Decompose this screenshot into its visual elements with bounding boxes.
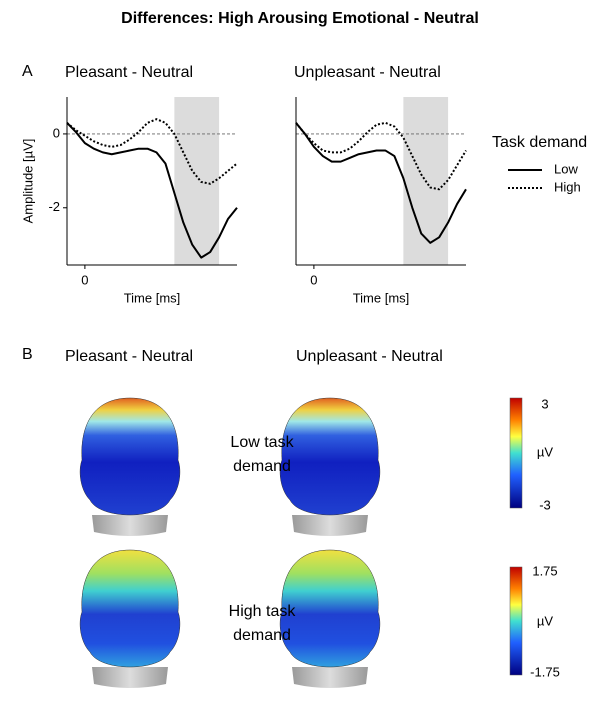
x-axis-label: Time [ms] (124, 290, 181, 305)
series-line (66, 122, 238, 259)
y-tick-label: 0 (53, 125, 60, 140)
x-axis-label: Time [ms] (353, 290, 410, 305)
series-line (295, 122, 467, 244)
series-line (295, 121, 467, 191)
x-tick-label: 0 (310, 272, 317, 287)
row-label: Low task (230, 434, 294, 451)
column-title: Pleasant - Neutral (65, 348, 193, 365)
highlight-window (174, 97, 220, 265)
legend-label: Low (554, 161, 578, 176)
figure-title: Differences: High Arousing Emotional - N… (121, 10, 479, 27)
panel-label: A (22, 63, 33, 80)
legend-label: High (554, 179, 581, 194)
chart-title: Pleasant - Neutral (65, 64, 193, 81)
colorbar-unit: µV (537, 613, 553, 628)
colorbar-unit: µV (537, 444, 553, 459)
series-line (66, 118, 238, 185)
row-label: demand (233, 627, 291, 644)
colorbar-min: -3 (539, 497, 551, 512)
x-tick-label: 0 (81, 272, 88, 287)
colorbar-max: 1.75 (532, 563, 557, 578)
colorbar-max: 3 (541, 396, 548, 411)
row-label: demand (233, 458, 291, 475)
colorbar-min: -1.75 (530, 664, 560, 679)
column-title: Unpleasant - Neutral (296, 348, 443, 365)
legend-title: Task demand (492, 134, 587, 151)
head-maps (79, 397, 523, 688)
y-tick-label: -2 (48, 199, 60, 214)
chart-title: Unpleasant - Neutral (294, 64, 441, 81)
row-label: High task (229, 603, 297, 620)
y-axis-label: Amplitude [µV] (20, 139, 35, 224)
panel-label: B (22, 346, 33, 363)
